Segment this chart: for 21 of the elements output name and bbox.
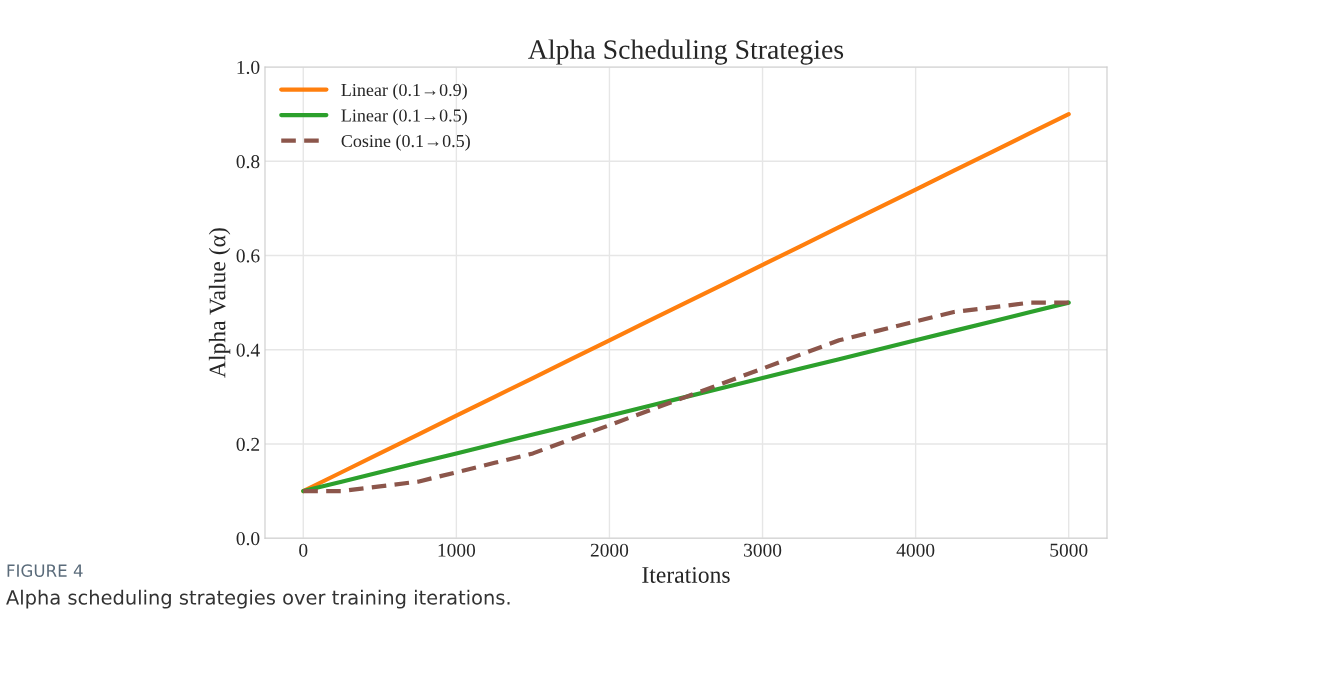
legend-label: Linear (0.1→0.5) [341,108,467,126]
y-tick-label: 0.4 [236,343,260,357]
y-tick-label: 1.0 [237,60,260,75]
line-series [301,300,1071,494]
caption: FIGURE 4 [7,564,83,577]
x-tick-label: 2000 [590,543,629,557]
x-axis-title: Iterations [642,567,730,583]
y-axis-title: Alpha Value (α) [208,228,231,378]
x-tick-label: 5000 [1050,543,1088,557]
text: Alpha scheduling strategies over training iterations. [6,589,510,609]
x-tick-label: 0 [299,543,308,557]
x-tick-label: 4000 [896,543,935,557]
chart-title: Alpha Scheduling Strategies [528,39,844,65]
y-tick-label: 0.8 [236,155,260,169]
y-tick-label: 0.0 [236,532,260,546]
x-tick-label: 1000 [438,543,476,557]
y-tick-label: 0.2 [236,437,260,451]
x-tick-label: 3000 [744,543,782,557]
legend-label: Linear (0.1→0.9) [341,83,467,100]
y-tick-label: 0.6 [236,249,260,263]
legend-label: Cosine (0.1→0.5) [341,134,470,151]
